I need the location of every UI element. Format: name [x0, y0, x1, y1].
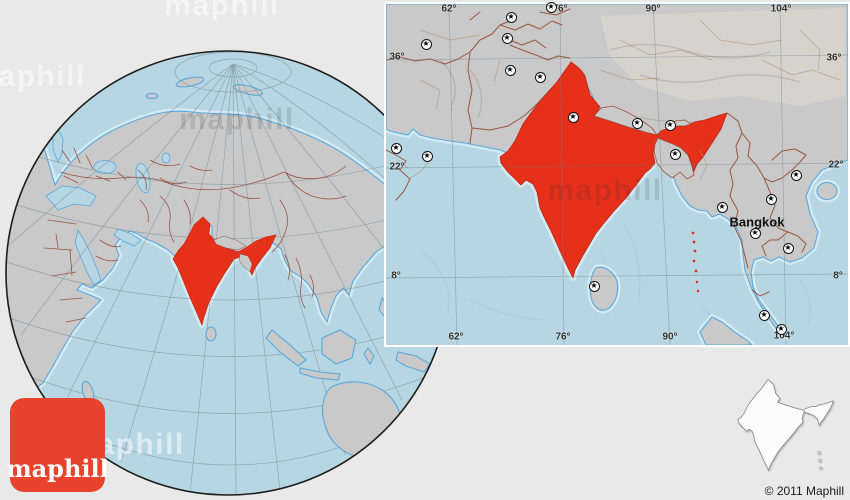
- maphill-logo[interactable]: maphill: [6, 398, 109, 492]
- detail-map: [386, 4, 848, 345]
- detail-map-frame: [384, 2, 850, 347]
- maphill-logo-text: maphill: [6, 454, 109, 483]
- country-borders: [386, 8, 807, 297]
- globe-india-highlight: [172, 216, 277, 327]
- sumatra-shape: [699, 316, 753, 345]
- hainan-shape: [816, 181, 838, 201]
- copyright-text: © 2011 Maphill: [764, 484, 844, 498]
- india-outline-inset: [737, 379, 835, 472]
- globe-country-borders: [43, 147, 347, 323]
- detail-map-graticule: [386, 4, 848, 345]
- globe-continents: [6, 98, 405, 401]
- india-silhouette: [737, 379, 835, 472]
- andaman-islands: [691, 231, 700, 293]
